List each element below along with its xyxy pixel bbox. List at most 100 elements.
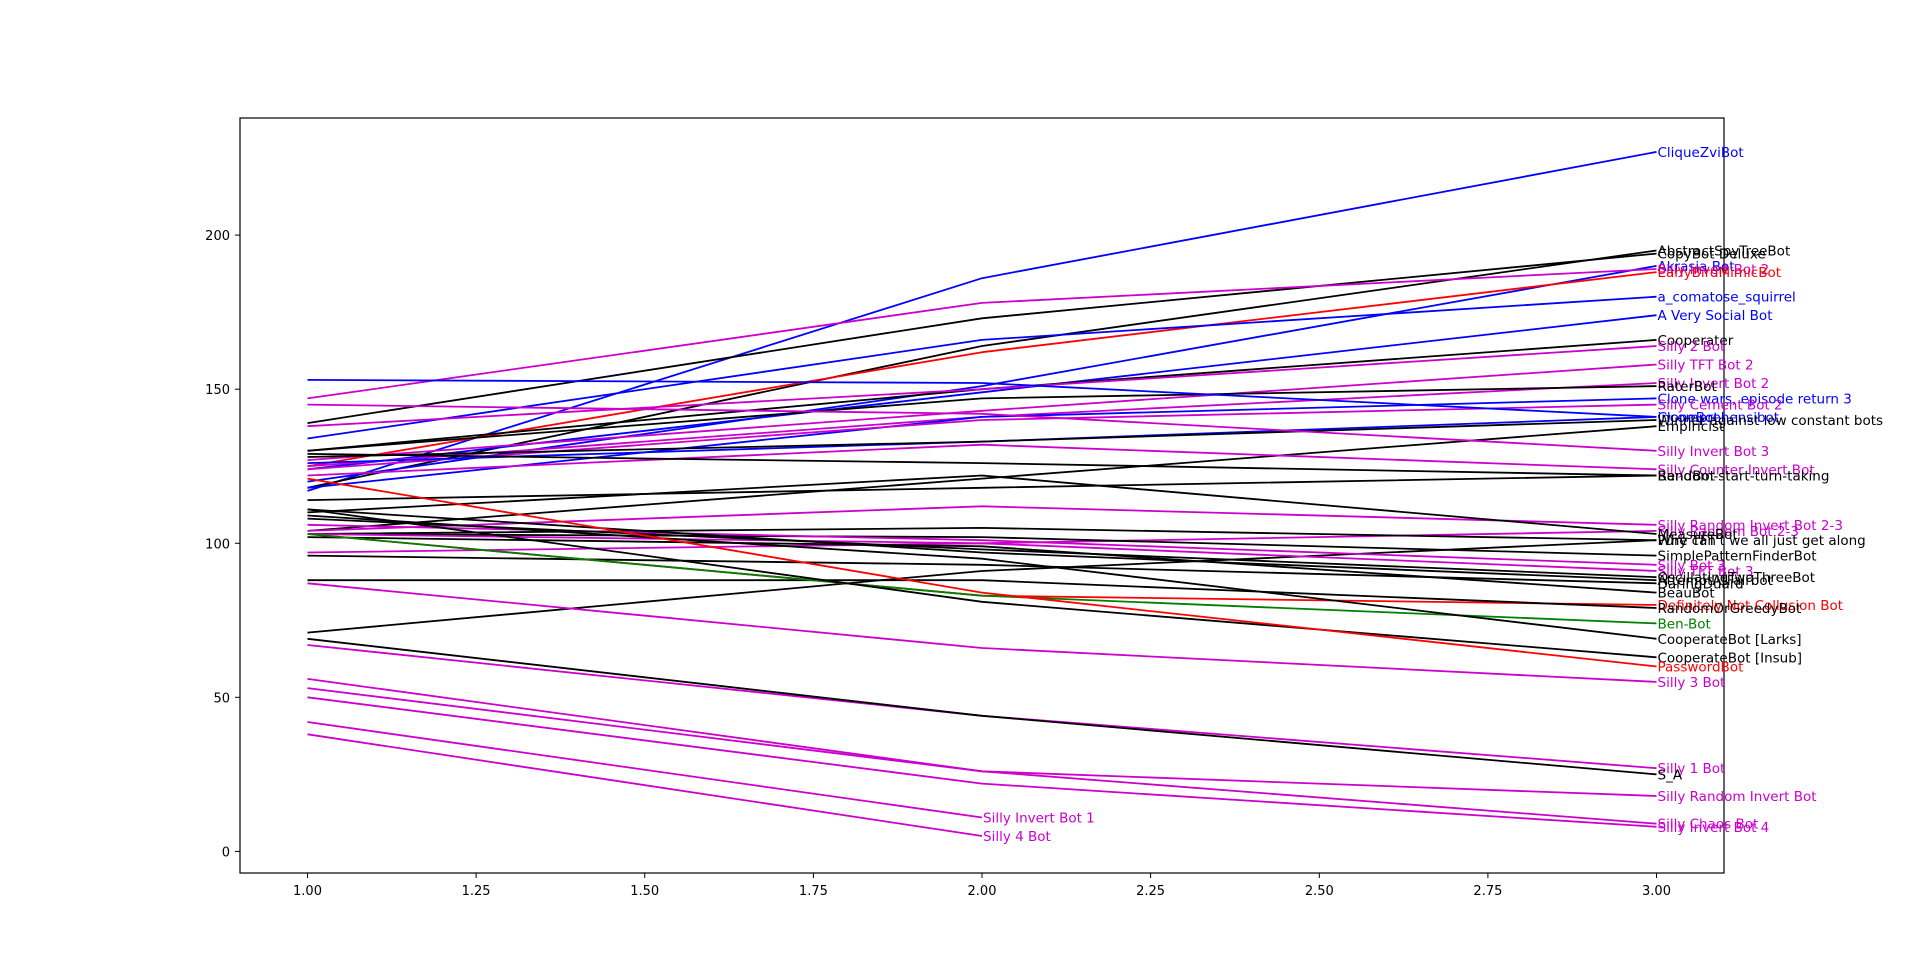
series-label: CooperateBot [Insub] (1658, 650, 1803, 666)
series-label: Silly Random Invert Bot (1658, 789, 1817, 805)
y-tick-label: 50 (213, 691, 230, 706)
series-label: Silly 4 Bot (983, 829, 1051, 845)
x-tick-label: 3.00 (1642, 884, 1671, 899)
series-line (307, 268, 1657, 400)
series-label: Pure TFT (1658, 533, 1717, 549)
series-label: RandomOrGreedyBot (1658, 601, 1802, 617)
series-label: EarlyBirdMimicBot (1658, 265, 1782, 281)
series-line (307, 249, 1657, 489)
series-line (307, 295, 1657, 440)
series-line (307, 425, 1657, 532)
series-line (307, 345, 1657, 428)
series-line (307, 508, 1657, 582)
series-line (307, 533, 1657, 557)
series-label: Silly TFT Bot 3 (1658, 564, 1754, 580)
series-line (307, 252, 1657, 424)
series-label: Silly Cement Bot 2 (1658, 398, 1783, 414)
series-line (307, 505, 1657, 532)
series-line (307, 678, 1657, 825)
series-label: CopyBot Deluxe (1658, 247, 1766, 263)
x-axis: 1.00 1.25 1.50 1.75 2.00 2.25 2.50 2.75 3.00 (293, 873, 1671, 899)
series-label: a_comatose_squirrel (1658, 290, 1796, 306)
series-label: Silly 2 Bot (1658, 339, 1726, 355)
series-label: Akrasia Bot (1658, 259, 1735, 275)
series-label: Silly TFT Bot 2 (1658, 358, 1754, 374)
series-label: BendBot (1658, 469, 1716, 485)
series-line (307, 151, 1657, 492)
series-line (307, 419, 1657, 458)
series-line (307, 403, 1657, 452)
series-line (307, 721, 983, 819)
x-tick-label: 2.25 (1136, 884, 1165, 899)
series-label: Random-start-turn-taking (1658, 469, 1830, 485)
series-label: Silly Invert Bot 2 (1658, 376, 1770, 392)
series-line (307, 539, 1657, 634)
series-label: Silly 3 Bot (1658, 675, 1726, 691)
series-label: Silly Invert Bot 3 (1658, 444, 1770, 460)
series-label: PasswordBot (1658, 660, 1744, 676)
series-label: Definitely Not Collusion Bot (1658, 598, 1844, 614)
y-tick-label: 0 (222, 845, 230, 860)
series-line (307, 696, 1657, 828)
series-label: Why can't we all just get along (1658, 533, 1866, 549)
series-line (307, 477, 1657, 668)
series-label: Silly Invert Bot 4 (1658, 820, 1770, 836)
series-line (307, 397, 1657, 489)
series-label: CooperateBot [Larks] (1658, 632, 1802, 648)
series-line (307, 514, 1657, 640)
series-label: CliqueZviBot (1658, 145, 1744, 161)
series-label: A Very Social Bot (1658, 308, 1773, 324)
series-label: RaterBot (1658, 379, 1717, 395)
series-label: Silly Chaos Bot (1658, 817, 1759, 833)
y-tick-label: 200 (205, 229, 230, 244)
series-label: incomprehensibot (1658, 410, 1780, 426)
series-line (307, 579, 1657, 609)
x-tick-label: 2.75 (1473, 884, 1502, 899)
series-label: CloneBot (1658, 410, 1719, 426)
series-line (307, 363, 1657, 461)
series-label: Clone wars, episode return 3 (1658, 391, 1852, 407)
y-axis: 0 50 100 150 200 (205, 229, 240, 860)
series-lines (307, 151, 1657, 837)
series-label: Silly Random Invert Bot 2-3 (1658, 518, 1843, 534)
series-line (307, 474, 1657, 535)
series-line (307, 403, 1657, 471)
series-line (307, 453, 1657, 477)
series-label: Winner against low constant bots (1658, 413, 1884, 429)
series-label: SimplePatternFinderBot (1658, 549, 1817, 565)
series-label: OscillatingTwoThreeBot (1658, 570, 1816, 586)
series-line (307, 533, 1657, 625)
series-line (307, 582, 1657, 683)
series-label: Silly Bot 3 (1658, 558, 1726, 574)
series-line (307, 474, 1657, 501)
series-line (307, 508, 1657, 659)
x-tick-label: 1.50 (630, 884, 659, 899)
series-label: DaringDuard (1658, 576, 1744, 592)
series-label: Silly Random Bot 2-3 (1658, 524, 1799, 540)
series-label: MeasureBot (1658, 527, 1738, 543)
series-label: Empiricist (1658, 419, 1725, 435)
series-label: Silly 1 Bot (1658, 761, 1726, 777)
series-label: Silly Invert Bot 2 (1658, 262, 1770, 278)
series-label: Silly Invert Bot 1 (983, 811, 1095, 827)
series-label: BeauBot (1658, 586, 1715, 602)
series-line (307, 385, 1657, 452)
series-label: AbstractSpyTreeBot (1658, 244, 1791, 260)
series-label: AttemptAtFairbot (1658, 573, 1773, 589)
x-tick-label: 1.75 (799, 884, 828, 899)
y-tick-label: 150 (205, 383, 230, 398)
series-line (307, 517, 1657, 579)
plot-frame (239, 117, 1725, 874)
x-tick-label: 2.00 (968, 884, 997, 899)
x-tick-label: 1.25 (462, 884, 491, 899)
series-line (307, 527, 1657, 542)
series-label: Silly Counter Invert Bot (1658, 462, 1815, 478)
series-line (307, 637, 1657, 776)
x-tick-label: 1.00 (293, 884, 322, 899)
series-label: Cooperater (1658, 333, 1734, 349)
series-line (307, 733, 983, 837)
y-tick-label: 100 (205, 537, 230, 552)
